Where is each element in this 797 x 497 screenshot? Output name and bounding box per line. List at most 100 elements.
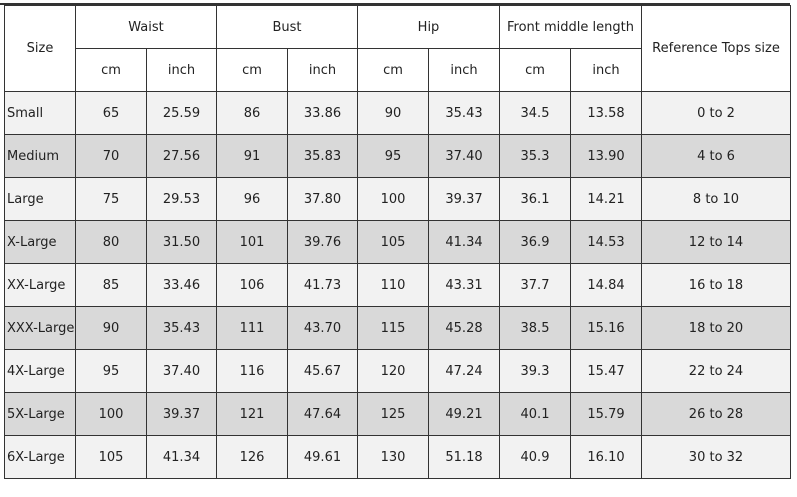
cell-waist-cm: 105 <box>75 435 147 479</box>
header-hip: Hip <box>357 5 500 49</box>
cell-hip-cm: 115 <box>357 306 429 350</box>
cell-hip-inch: 35.43 <box>428 91 500 135</box>
cell-front-length-cm: 40.1 <box>499 392 571 436</box>
cell-size: Large <box>4 177 76 221</box>
cell-size: 4X-Large <box>4 349 76 393</box>
cell-waist-inch: 31.50 <box>146 220 217 264</box>
table-row: X-Large 80 31.50 101 39.76 105 41.34 36.9 14.53 1… <box>4 220 791 264</box>
cell-front-length-inch: 14.21 <box>570 177 642 221</box>
cell-reference-tops-size: 4 to 6 <box>641 134 791 178</box>
header-front-middle-length: Front middle length <box>499 5 642 49</box>
cell-waist-cm: 70 <box>75 134 147 178</box>
cell-hip-cm: 90 <box>357 91 429 135</box>
cell-hip-inch: 37.40 <box>428 134 500 178</box>
header-waist: Waist <box>75 5 217 49</box>
table-row: 4X-Large 95 37.40 116 45.67 120 47.24 39.3 15.47… <box>4 349 791 393</box>
cell-front-length-inch: 14.84 <box>570 263 642 307</box>
cell-hip-inch: 41.34 <box>428 220 500 264</box>
cell-reference-tops-size: 26 to 28 <box>641 392 791 436</box>
top-rule <box>0 3 790 5</box>
cell-bust-cm: 96 <box>216 177 288 221</box>
unit-cm: cm <box>216 48 288 92</box>
cell-waist-inch: 25.59 <box>146 91 217 135</box>
cell-bust-inch: 43.70 <box>287 306 358 350</box>
cell-size: Small <box>4 91 76 135</box>
cell-front-length-cm: 40.9 <box>499 435 571 479</box>
cell-bust-cm: 101 <box>216 220 288 264</box>
table-row: XX-Large 85 33.46 106 41.73 110 43.31 37.7 14.84… <box>4 263 791 307</box>
cell-front-length-inch: 13.90 <box>570 134 642 178</box>
unit-inch: inch <box>428 48 500 92</box>
cell-hip-cm: 105 <box>357 220 429 264</box>
cell-bust-cm: 121 <box>216 392 288 436</box>
cell-hip-cm: 120 <box>357 349 429 393</box>
cell-bust-cm: 116 <box>216 349 288 393</box>
cell-waist-cm: 95 <box>75 349 147 393</box>
unit-inch: inch <box>146 48 217 92</box>
unit-cm: cm <box>75 48 147 92</box>
cell-reference-tops-size: 30 to 32 <box>641 435 791 479</box>
cell-reference-tops-size: 0 to 2 <box>641 91 791 135</box>
cell-hip-cm: 110 <box>357 263 429 307</box>
cell-bust-inch: 41.73 <box>287 263 358 307</box>
cell-hip-inch: 47.24 <box>428 349 500 393</box>
cell-bust-cm: 111 <box>216 306 288 350</box>
header-size: Size <box>4 5 76 92</box>
cell-front-length-cm: 36.9 <box>499 220 571 264</box>
cell-waist-inch: 39.37 <box>146 392 217 436</box>
cell-hip-inch: 43.31 <box>428 263 500 307</box>
cell-reference-tops-size: 12 to 14 <box>641 220 791 264</box>
cell-reference-tops-size: 18 to 20 <box>641 306 791 350</box>
size-chart-table: Size Waist Bust Hip Front middle length … <box>4 5 791 479</box>
cell-size: Medium <box>4 134 76 178</box>
cell-waist-inch: 35.43 <box>146 306 217 350</box>
cell-hip-inch: 49.21 <box>428 392 500 436</box>
table-row: Medium 70 27.56 91 35.83 95 37.40 35.3 13.90 4 to… <box>4 134 791 178</box>
cell-front-length-cm: 36.1 <box>499 177 571 221</box>
header-row-units: cm inch cm inch cm inch cm inch <box>5 48 791 92</box>
cell-front-length-inch: 14.53 <box>570 220 642 264</box>
cell-waist-cm: 80 <box>75 220 147 264</box>
cell-reference-tops-size: 16 to 18 <box>641 263 791 307</box>
table-row: XXX-Large 90 35.43 111 43.70 115 45.28 38.5 15.1… <box>4 306 791 350</box>
cell-hip-inch: 39.37 <box>428 177 500 221</box>
header-reference-tops-size: Reference Tops size <box>641 5 791 92</box>
cell-waist-inch: 29.53 <box>146 177 217 221</box>
cell-waist-cm: 85 <box>75 263 147 307</box>
unit-inch: inch <box>570 48 642 92</box>
cell-bust-inch: 49.61 <box>287 435 358 479</box>
cell-bust-inch: 37.80 <box>287 177 358 221</box>
cell-front-length-inch: 15.47 <box>570 349 642 393</box>
cell-hip-inch: 45.28 <box>428 306 500 350</box>
cell-waist-inch: 27.56 <box>146 134 217 178</box>
cell-front-length-inch: 15.16 <box>570 306 642 350</box>
cell-hip-cm: 125 <box>357 392 429 436</box>
unit-inch: inch <box>287 48 358 92</box>
header-row-groups: Size Waist Bust Hip Front middle length … <box>4 5 791 92</box>
cell-bust-cm: 106 <box>216 263 288 307</box>
cell-reference-tops-size: 8 to 10 <box>641 177 791 221</box>
cell-bust-inch: 47.64 <box>287 392 358 436</box>
cell-front-length-cm: 38.5 <box>499 306 571 350</box>
table-row: Small 65 25.59 86 33.86 90 35.43 34.5 13.58 0 to … <box>4 91 791 135</box>
cell-bust-inch: 35.83 <box>287 134 358 178</box>
cell-size: XX-Large <box>4 263 76 307</box>
cell-hip-cm: 100 <box>357 177 429 221</box>
cell-waist-cm: 65 <box>75 91 147 135</box>
cell-size: XXX-Large <box>4 306 76 350</box>
cell-hip-inch: 51.18 <box>428 435 500 479</box>
cell-waist-cm: 90 <box>75 306 147 350</box>
cell-reference-tops-size: 22 to 24 <box>641 349 791 393</box>
cell-front-length-cm: 39.3 <box>499 349 571 393</box>
cell-bust-cm: 86 <box>216 91 288 135</box>
cell-front-length-cm: 35.3 <box>499 134 571 178</box>
cell-front-length-cm: 34.5 <box>499 91 571 135</box>
cell-front-length-inch: 15.79 <box>570 392 642 436</box>
cell-waist-inch: 37.40 <box>146 349 217 393</box>
cell-bust-inch: 39.76 <box>287 220 358 264</box>
cell-front-length-inch: 13.58 <box>570 91 642 135</box>
cell-bust-cm: 126 <box>216 435 288 479</box>
cell-bust-inch: 33.86 <box>287 91 358 135</box>
cell-size: 6X-Large <box>4 435 76 479</box>
cell-waist-inch: 41.34 <box>146 435 217 479</box>
